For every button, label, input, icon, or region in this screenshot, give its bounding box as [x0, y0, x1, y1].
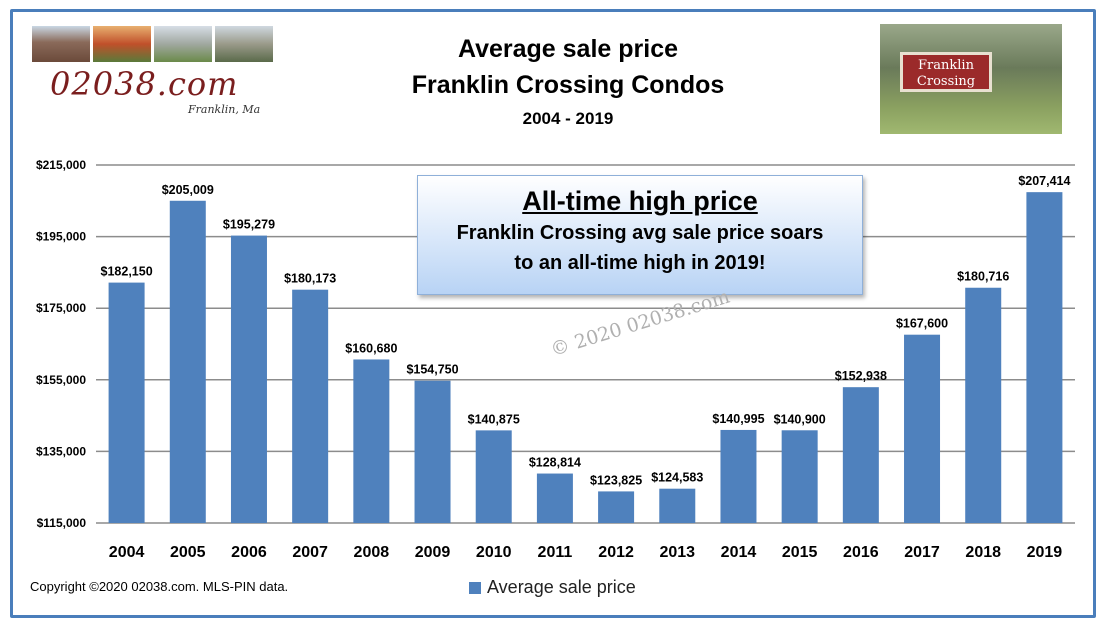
data-label: $167,600 — [896, 317, 948, 331]
y-tick-label: $215,000 — [36, 158, 86, 172]
x-tick-label: 2016 — [843, 544, 879, 561]
x-tick-label: 2005 — [170, 544, 206, 561]
x-tick-label: 2017 — [904, 544, 940, 561]
logo-photo-2 — [93, 26, 151, 62]
bar — [781, 430, 818, 523]
data-label: $180,716 — [957, 270, 1009, 284]
data-label: $140,995 — [712, 412, 764, 426]
data-label: $140,900 — [774, 412, 826, 426]
callout-heading: All-time high price — [522, 186, 758, 216]
data-label: $195,279 — [223, 218, 275, 232]
logo-subtext: Franklin, Ma — [188, 103, 261, 116]
logo-photo-4 — [215, 26, 273, 62]
x-tick-label: 2014 — [721, 544, 757, 561]
y-tick-label: $155,000 — [36, 373, 86, 387]
bar — [108, 282, 145, 523]
chart-subtitle: Franklin Crossing Condos — [411, 71, 725, 99]
bar — [598, 491, 635, 523]
data-label: $182,150 — [101, 265, 153, 279]
x-tick-label: 2007 — [292, 544, 328, 561]
x-tick-label: 2019 — [1027, 544, 1063, 561]
legend-label: Average sale price — [487, 577, 636, 597]
logo-photo-3 — [154, 26, 212, 62]
x-tick-label: 2008 — [354, 544, 390, 561]
data-label: $128,814 — [529, 456, 581, 470]
bar — [720, 429, 757, 523]
callout-line-1: Franklin Crossing avg sale price soars — [456, 222, 824, 244]
x-tick-label: 2011 — [538, 544, 573, 561]
x-tick-label: 2013 — [659, 544, 695, 561]
bar — [353, 359, 390, 523]
bar — [904, 334, 941, 523]
bar — [169, 200, 206, 524]
data-label: $207,414 — [1018, 174, 1070, 188]
copyright-note: Copyright ©2020 02038.com. MLS-PIN data. — [30, 579, 289, 594]
x-tick-label: 2018 — [965, 544, 1001, 561]
chart-titles: Average sale price Franklin Crossing Con… — [330, 32, 806, 134]
logo: 02038.com Franklin, Ma — [30, 23, 275, 121]
y-tick-label: $135,000 — [36, 444, 86, 458]
logo-photo-1 — [32, 26, 90, 62]
data-label: $180,173 — [284, 272, 336, 286]
logo-text: 02038.com — [50, 65, 239, 103]
legend-swatch — [469, 581, 481, 594]
sign-board: Franklin Crossing — [900, 52, 992, 92]
legend: Average sale price — [469, 577, 636, 598]
bar — [659, 488, 696, 523]
bar — [1026, 192, 1063, 523]
bar — [965, 287, 1002, 523]
x-tick-label: 2006 — [231, 544, 267, 561]
data-label: $123,825 — [590, 473, 642, 487]
data-label: $160,680 — [345, 341, 397, 355]
bar — [536, 473, 573, 523]
x-tick-label: 2009 — [415, 544, 451, 561]
bar — [230, 235, 267, 523]
y-tick-label: $115,000 — [37, 516, 87, 530]
data-label: $154,750 — [406, 363, 458, 377]
sign-line-2: Crossing — [916, 74, 976, 89]
y-tick-label: $195,000 — [36, 230, 86, 244]
sign-line-1: Franklin — [918, 58, 974, 73]
x-tick-label: 2010 — [476, 544, 512, 561]
bar — [842, 387, 879, 523]
callout-box: All-time high price Franklin Crossing av… — [417, 175, 863, 295]
sign-photo: Franklin Crossing — [880, 24, 1062, 134]
data-label: $140,875 — [468, 412, 520, 426]
bar — [292, 289, 329, 523]
bar — [475, 430, 512, 523]
bar — [414, 380, 451, 523]
data-label: $205,009 — [162, 183, 214, 197]
callout-line-2: to an all-time high in 2019! — [514, 252, 766, 274]
data-label: $152,938 — [835, 369, 887, 383]
chart-title: Average sale price — [457, 35, 679, 63]
x-tick-label: 2015 — [782, 544, 818, 561]
x-tick-label: 2004 — [109, 544, 145, 561]
data-label: $124,583 — [651, 471, 703, 485]
x-tick-label: 2012 — [598, 544, 634, 561]
y-tick-label: $175,000 — [36, 301, 86, 315]
chart-date-range: 2004 - 2019 — [522, 109, 614, 128]
